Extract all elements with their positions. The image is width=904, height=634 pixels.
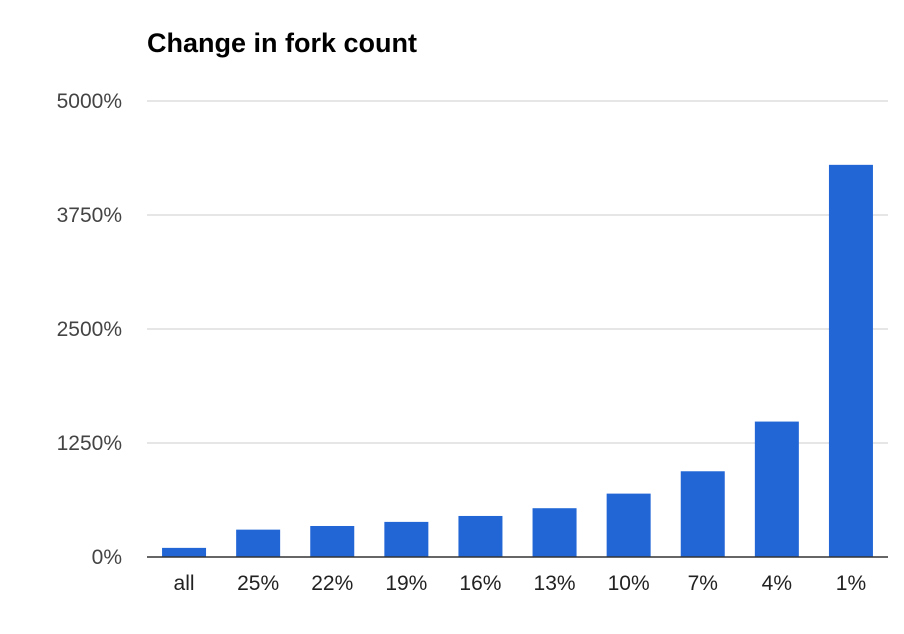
x-tick-label: 13% (534, 572, 576, 595)
x-tick-label: 1% (836, 572, 866, 595)
y-tick-label: 1250% (57, 432, 122, 455)
bar (754, 421, 799, 557)
chart-title: Change in fork count (147, 28, 417, 58)
y-tick-label: 3750% (57, 204, 122, 227)
x-tick-label: all (174, 572, 195, 595)
x-tick-label: 19% (385, 572, 427, 595)
bar (606, 493, 651, 557)
bar (162, 547, 207, 557)
bar (384, 521, 429, 557)
y-tick-label: 0% (92, 546, 122, 569)
y-tick-label: 5000% (57, 90, 122, 113)
y-tick-label: 2500% (57, 318, 122, 341)
bar (458, 515, 503, 557)
x-tick-label: 22% (311, 572, 353, 595)
bar (532, 508, 577, 557)
bar (310, 525, 355, 557)
x-tick-label: 10% (608, 572, 650, 595)
bar (236, 529, 281, 557)
x-tick-label: 16% (459, 572, 501, 595)
x-tick-label: 25% (237, 572, 279, 595)
x-tick-label: 4% (762, 572, 792, 595)
bar (680, 471, 725, 557)
bar (828, 164, 873, 557)
x-tick-label: 7% (688, 572, 718, 595)
